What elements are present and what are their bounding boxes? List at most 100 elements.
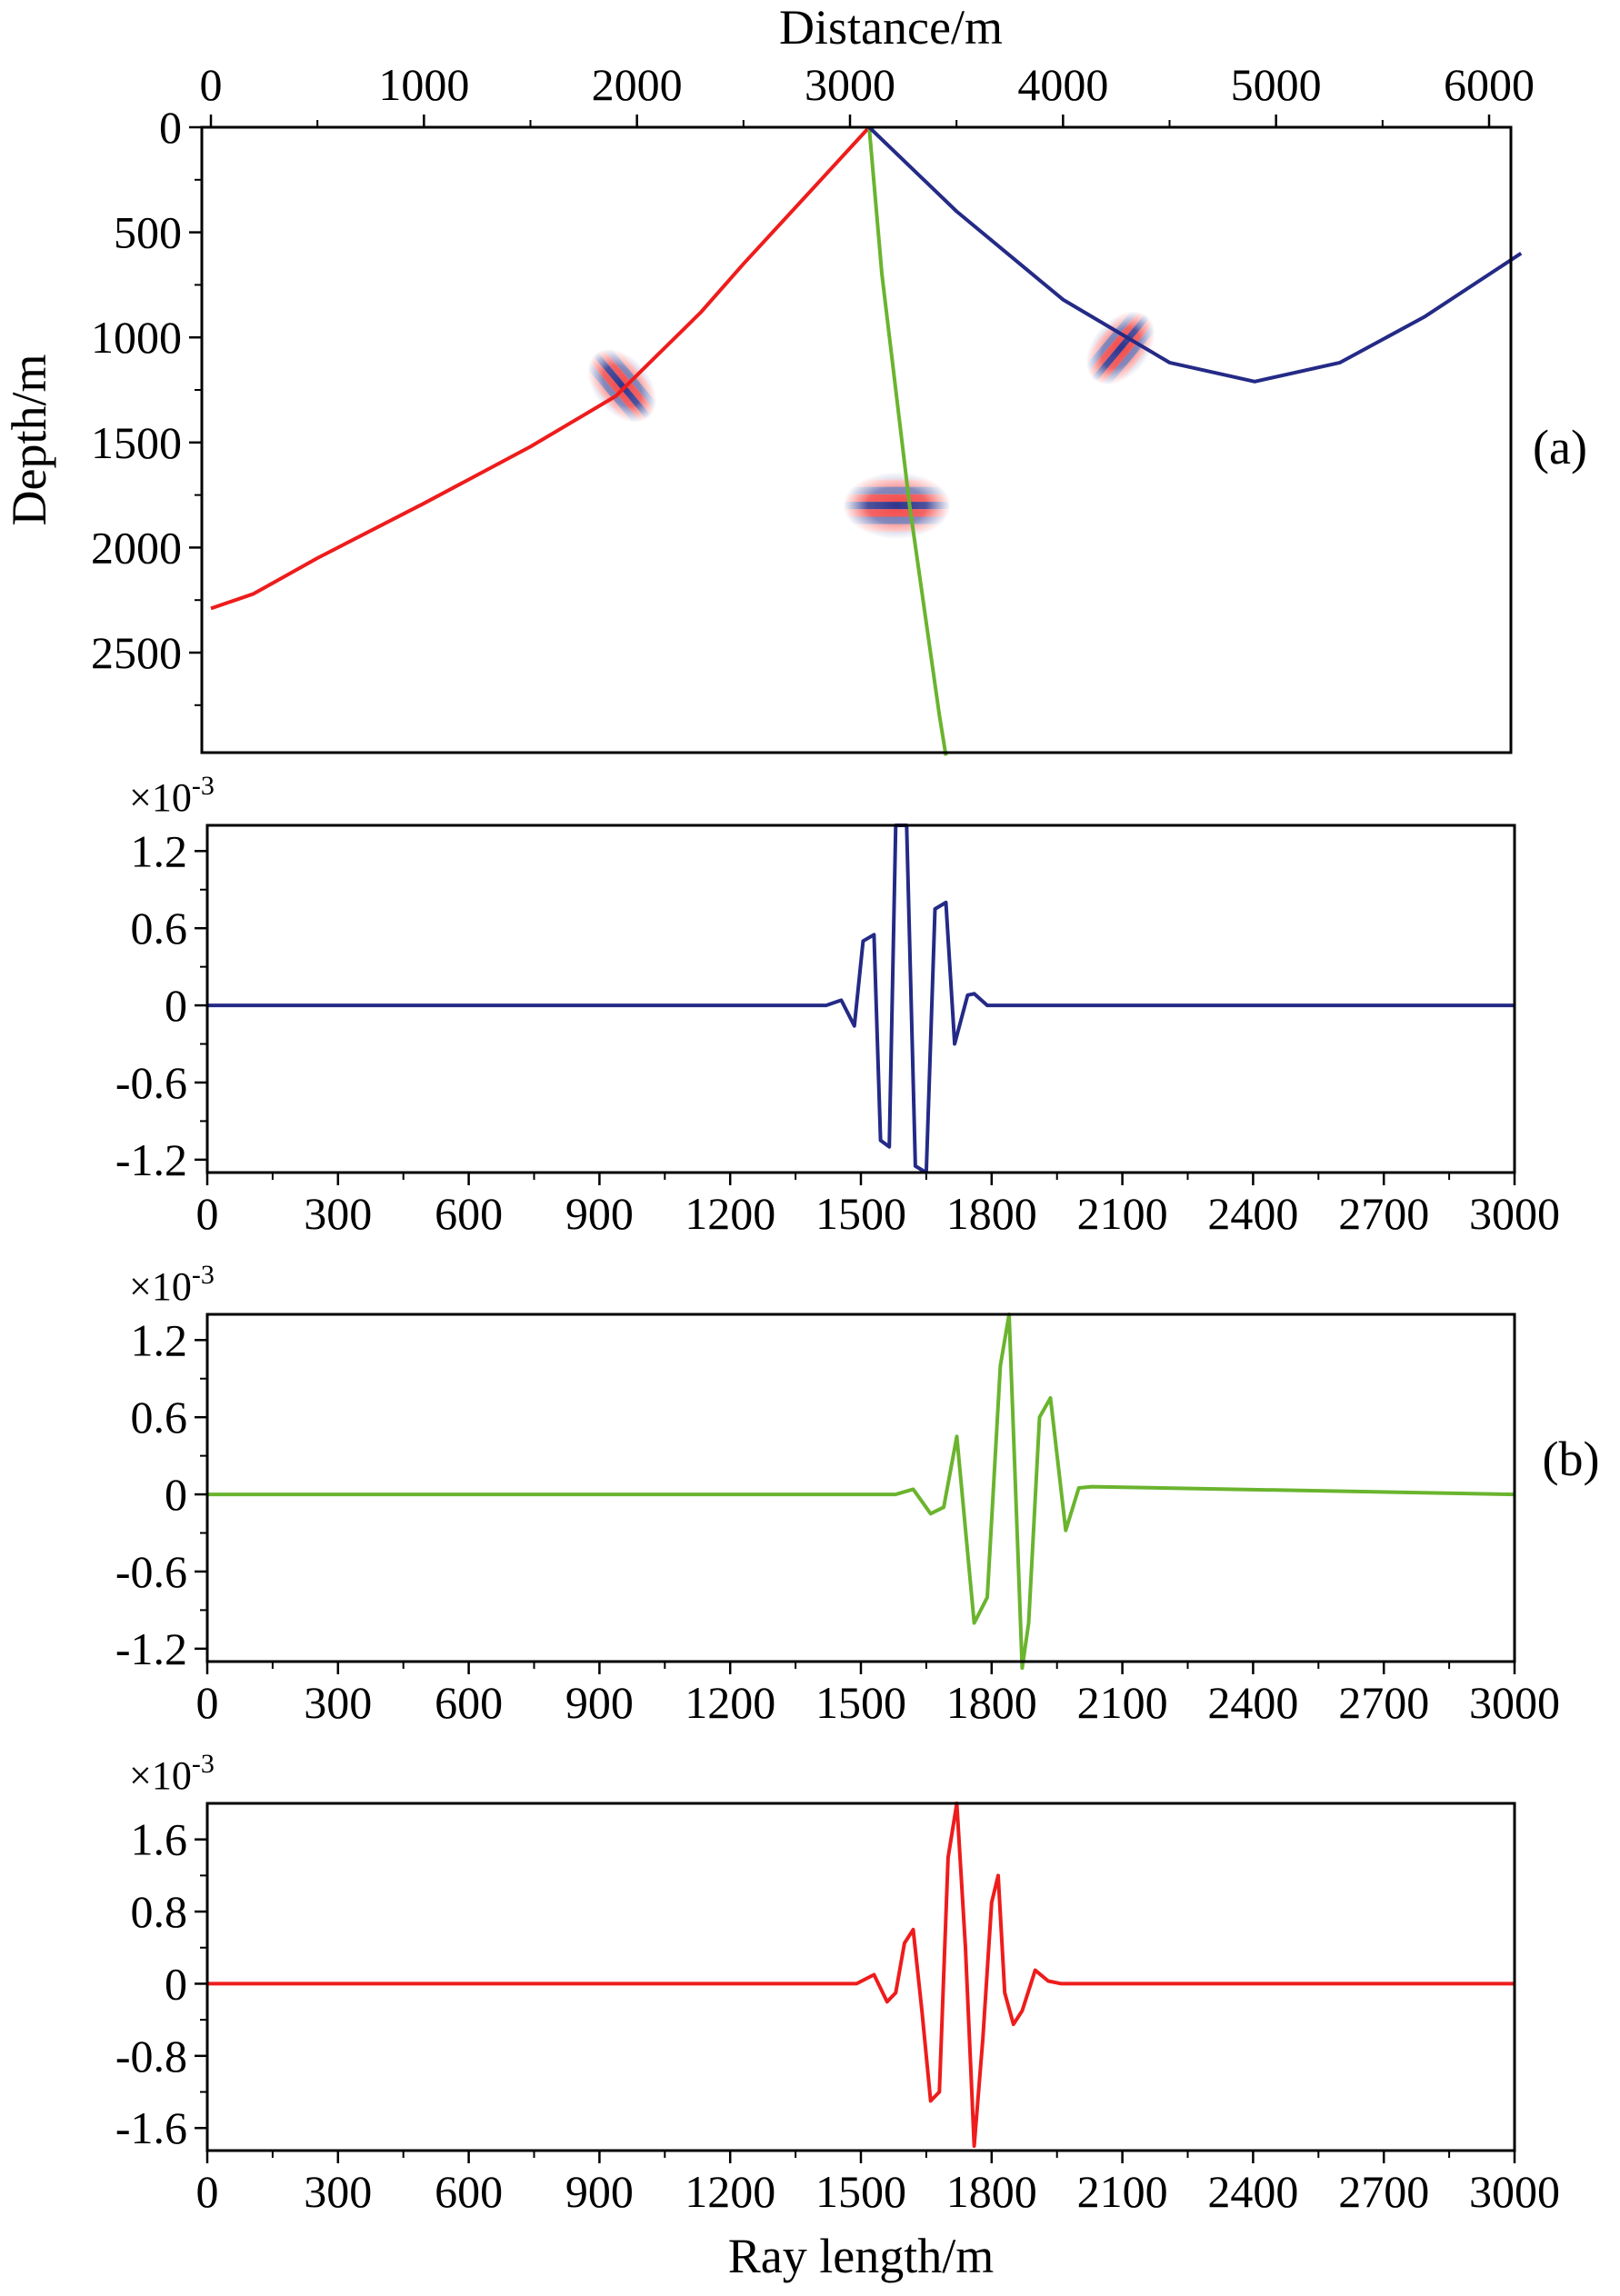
y-tick-label: 2000 (91, 522, 182, 573)
gaussian-beam-wavelet (843, 472, 951, 540)
x-tick-label: 0 (196, 1677, 219, 1728)
x-axis-title: Ray length/m (728, 2229, 994, 2283)
beam-stripe (843, 516, 951, 524)
beam-stripe (583, 359, 642, 428)
x-tick-label: 600 (435, 2166, 503, 2217)
plot-frame (205, 1313, 1516, 1663)
blue-wavelet-panel: 0 300 600 900 1200 1500 1800 2100 2400 2700 3000 1.… (115, 771, 1560, 1239)
y-tick-label: 1.2 (131, 1314, 188, 1365)
ray-path-line (867, 125, 1523, 384)
x-tick-label: 6000 (1444, 59, 1535, 110)
exponent-label: ×10-3 (129, 771, 215, 820)
x-tick-label: 2400 (1207, 1188, 1298, 1239)
y-tick-label: 2500 (91, 627, 182, 678)
x-tick-label: 1200 (685, 1188, 775, 1239)
beam-stripe (1076, 302, 1135, 370)
x-tick-label: 300 (304, 1677, 372, 1728)
beam-stripe (843, 472, 951, 480)
plot-frame (200, 125, 1513, 754)
green-wavelet-panel: 0 300 600 900 1200 1500 1800 2100 2400 2700 3000 1.… (115, 1260, 1560, 1728)
y-tick-label: -0.8 (115, 2031, 187, 2081)
x-tick-label: 1500 (815, 1677, 906, 1728)
x-tick-label: 600 (435, 1677, 503, 1728)
x-tick-label: 2400 (1207, 2166, 1298, 2217)
x-tick-label: 3000 (1469, 1677, 1560, 1728)
y-tick-label: 0.6 (131, 903, 188, 953)
panel-label-a: (a) (1533, 420, 1587, 474)
x-axis-title: Distance/m (779, 0, 1003, 55)
x-tick-label: 1800 (946, 1677, 1037, 1728)
beam-stripe (843, 479, 951, 487)
x-tick-label: 1200 (685, 1677, 775, 1728)
x-tick-label: 900 (565, 1188, 634, 1239)
x-tick-label: 1500 (815, 1188, 906, 1239)
plot-frame (205, 824, 1516, 1174)
beam-stripe (587, 355, 647, 424)
gaussian-beam-wavelet (573, 335, 671, 436)
y-tick-label: 1500 (91, 417, 182, 468)
beam-stripes (1072, 297, 1169, 398)
x-tick-label: 2400 (1207, 1677, 1298, 1728)
x-tick-label: 3000 (805, 59, 895, 110)
y-tick-label: -1.6 (115, 2102, 187, 2153)
x-tick-label: 3000 (1469, 2166, 1560, 2217)
wavelet-trace (207, 1313, 1515, 1671)
beam-stripe (1081, 305, 1141, 374)
beam-stripe (843, 509, 951, 517)
x-tick-label: 2100 (1077, 1188, 1168, 1239)
y-tick-label: 0 (165, 1958, 187, 2009)
x-tick-label: 2700 (1338, 1188, 1429, 1239)
x-tick-label: 600 (435, 1188, 503, 1239)
y-tick-label: 1.2 (131, 825, 188, 876)
x-tick-label: 300 (304, 1188, 372, 1239)
wavelet-trace (207, 824, 1515, 1174)
y-tick-label: 500 (114, 207, 182, 258)
beam-stripe (843, 502, 951, 510)
y-tick-label: 1.6 (131, 1814, 188, 1865)
y-tick-label: -1.2 (115, 1134, 187, 1185)
x-tick-label: 2700 (1338, 1677, 1429, 1728)
beam-stripe (1091, 314, 1150, 383)
x-tick-label: 1500 (815, 2166, 906, 2217)
beam-stripe (843, 486, 951, 494)
y-tick-label: 1000 (91, 312, 182, 363)
plot-frame (205, 1802, 1516, 2152)
exponent-label: ×10-3 (129, 1749, 215, 1798)
beam-stripe (1105, 325, 1165, 394)
x-tick-label: 900 (565, 2166, 634, 2217)
y-tick-label: -0.6 (115, 1057, 187, 1108)
beam-stripe (578, 364, 637, 433)
y-tick-label: -0.6 (115, 1546, 187, 1597)
x-tick-label: 2000 (592, 59, 683, 110)
x-tick-label: 0 (200, 59, 223, 110)
beam-stripes (843, 472, 951, 540)
beam-stripes (573, 335, 671, 436)
y-tick-label: -1.2 (115, 1623, 187, 1674)
beam-stripe (1072, 297, 1131, 366)
x-tick-label: 300 (304, 2166, 372, 2217)
beam-stripe (593, 351, 652, 420)
x-tick-label: 2100 (1077, 2166, 1168, 2217)
x-tick-label: 0 (196, 2166, 219, 2217)
beam-stripe (1100, 322, 1160, 391)
x-tick-label: 2100 (1077, 1677, 1168, 1728)
beam-stripe (1086, 309, 1145, 378)
x-tick-label: 1200 (685, 2166, 775, 2217)
y-tick-label: 0.8 (131, 1886, 188, 1937)
x-tick-label: 3000 (1469, 1188, 1560, 1239)
beam-stripe (843, 494, 951, 503)
x-tick-label: 1800 (946, 2166, 1037, 2217)
wavelet-trace (207, 1802, 1515, 2148)
x-tick-label: 1000 (378, 59, 469, 110)
ray-path-line (210, 125, 871, 611)
x-tick-label: 1800 (946, 1188, 1037, 1239)
beam-stripe (843, 524, 951, 532)
gaussian-beam-wavelet (1072, 297, 1169, 398)
exponent-label: ×10-3 (129, 1260, 215, 1309)
x-tick-label: 2700 (1338, 2166, 1429, 2217)
y-tick-label: 0.6 (131, 1392, 188, 1442)
y-axis-title: Depth/m (2, 354, 56, 526)
y-tick-label: 0 (165, 980, 187, 1031)
beam-stripe (1110, 330, 1169, 398)
